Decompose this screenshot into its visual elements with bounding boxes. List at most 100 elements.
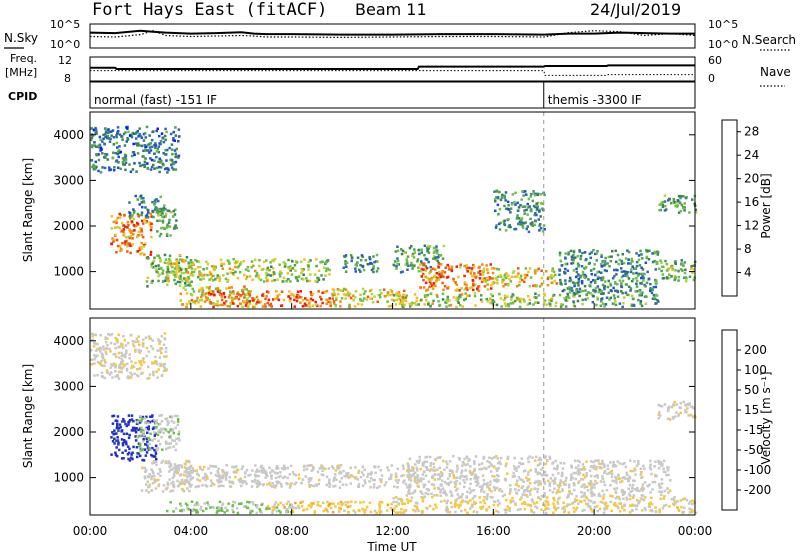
data-cell (136, 452, 139, 455)
data-cell (527, 270, 530, 274)
data-cell (491, 282, 494, 285)
data-cell (564, 256, 567, 259)
data-cell (153, 144, 156, 147)
data-cell (605, 269, 608, 273)
data-cell (189, 265, 192, 268)
data-cell (265, 473, 268, 476)
data-cell (143, 149, 147, 152)
data-cell (395, 265, 398, 268)
data-cell (490, 457, 494, 460)
noise-series-nsearch (89, 30, 696, 39)
data-cell (221, 509, 224, 512)
data-cell (118, 216, 122, 220)
data-cell (578, 460, 581, 464)
data-cell (271, 485, 274, 488)
data-cell (170, 415, 174, 418)
data-cell (410, 261, 413, 265)
data-cell (155, 150, 159, 153)
data-cell (171, 152, 174, 156)
data-cell (131, 237, 134, 240)
data-cell (175, 258, 179, 261)
data-cell (220, 507, 223, 510)
data-cell (684, 408, 687, 412)
data-cell (136, 421, 139, 424)
data-cell (457, 301, 460, 304)
data-cell (677, 414, 680, 417)
data-cell (419, 269, 423, 273)
data-cell (243, 296, 246, 299)
data-cell (365, 298, 369, 301)
data-cell (552, 270, 556, 273)
data-cell (537, 267, 540, 271)
data-cell (108, 137, 111, 140)
data-cell (117, 426, 121, 430)
data-cell (114, 151, 117, 155)
data-cell (434, 284, 437, 287)
data-cell (276, 481, 279, 485)
data-cell (134, 132, 137, 135)
data-cell (556, 489, 560, 492)
data-cell (499, 221, 503, 224)
data-cell (583, 508, 586, 512)
data-cell (372, 270, 375, 274)
data-cell (432, 281, 436, 285)
data-cell (420, 267, 423, 271)
data-cell (145, 437, 148, 440)
data-cell (450, 505, 453, 509)
data-cell (120, 438, 124, 441)
data-cell (585, 258, 588, 261)
data-cell (160, 419, 164, 423)
data-cell (357, 471, 360, 474)
data-cell (651, 297, 655, 300)
data-cell (547, 507, 550, 510)
data-cell (530, 508, 533, 512)
data-cell (115, 426, 119, 430)
data-cell (300, 296, 303, 299)
data-cell (186, 271, 190, 274)
data-cell (170, 262, 173, 265)
data-cell (581, 483, 585, 486)
data-cell (579, 290, 583, 293)
data-cell (95, 153, 99, 156)
data-cell (331, 511, 335, 514)
data-cell (653, 259, 656, 263)
data-cell (614, 464, 618, 468)
data-cell (558, 268, 561, 271)
data-cell (220, 295, 223, 298)
data-cell (359, 258, 363, 262)
data-cell (154, 487, 158, 490)
data-cell (218, 277, 222, 281)
data-cell (656, 260, 659, 264)
data-cell (282, 503, 285, 507)
data-cell (625, 498, 629, 501)
data-cell (403, 299, 406, 302)
data-cell (139, 134, 142, 138)
data-cell (561, 303, 564, 307)
data-cell (147, 491, 150, 494)
data-cell (306, 464, 309, 467)
data-cell (299, 290, 302, 293)
data-cell (486, 481, 489, 485)
data-cell (517, 476, 521, 479)
data-cell (153, 159, 156, 162)
data-cell (671, 268, 674, 272)
data-cell (96, 342, 99, 346)
data-cell (218, 293, 222, 297)
data-cell (308, 279, 312, 283)
data-cell (123, 439, 126, 442)
data-cell (403, 509, 407, 512)
data-cell (600, 255, 603, 258)
data-cell (603, 463, 606, 466)
data-cell (416, 507, 419, 510)
data-cell (490, 490, 493, 493)
data-cell (145, 451, 149, 454)
data-cell (639, 302, 642, 305)
data-cell (422, 477, 425, 481)
data-cell (151, 210, 155, 214)
data-cell (237, 293, 241, 296)
data-cell (545, 303, 548, 306)
data-cell (245, 482, 248, 485)
data-cell (479, 490, 483, 493)
data-cell (674, 500, 677, 504)
